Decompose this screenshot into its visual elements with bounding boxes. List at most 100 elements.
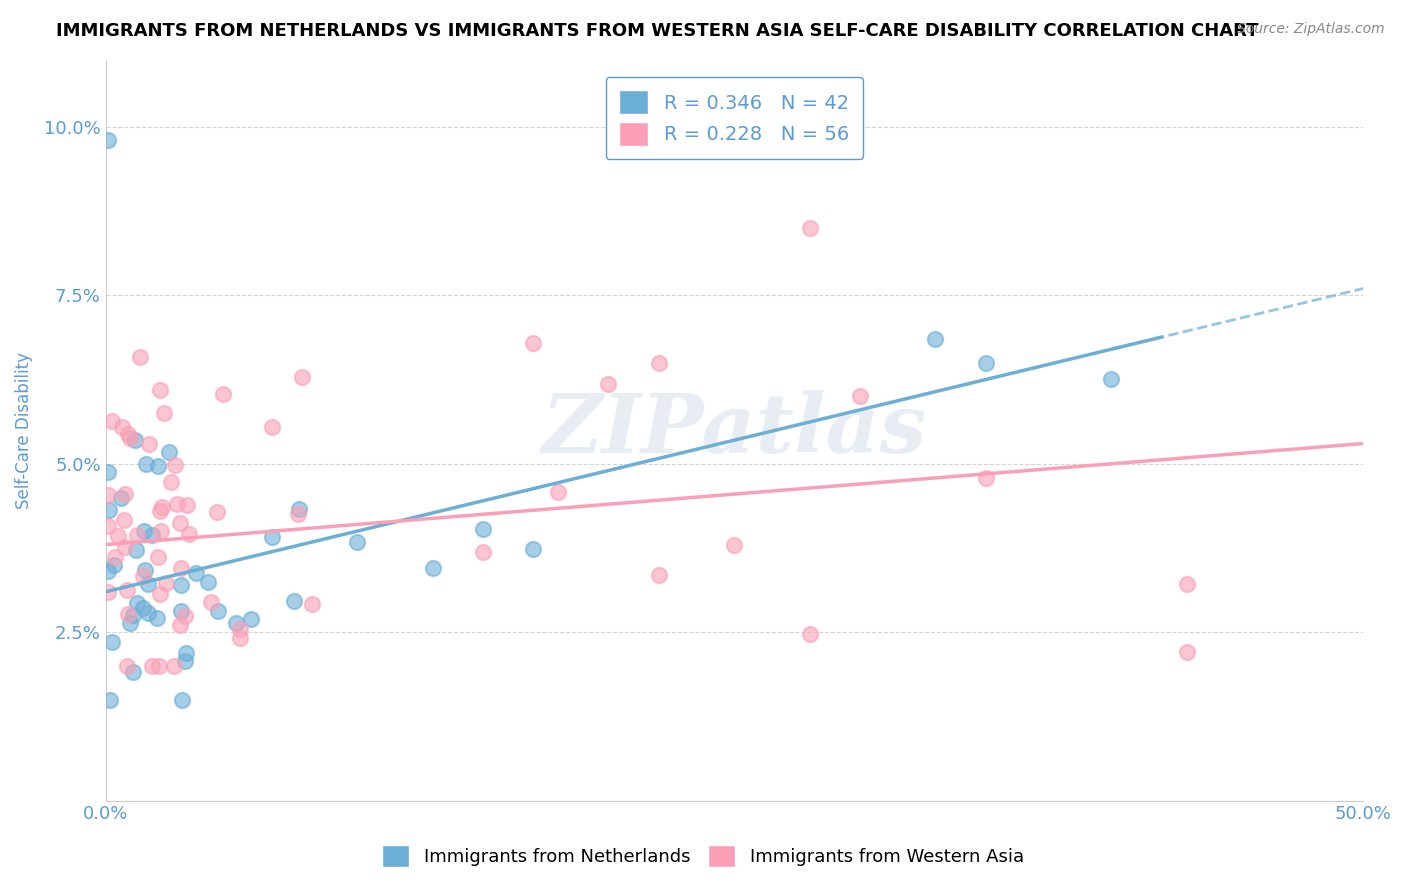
Point xyxy=(228,632,250,646)
Point xyxy=(129,350,152,364)
Point xyxy=(114,487,136,501)
Point xyxy=(132,524,155,538)
Point xyxy=(169,618,191,632)
Point xyxy=(125,543,148,558)
Point xyxy=(117,427,139,442)
Point xyxy=(287,507,309,521)
Point xyxy=(125,595,148,609)
Point xyxy=(471,545,494,559)
Point xyxy=(127,528,149,542)
Text: IMMIGRANTS FROM NETHERLANDS VS IMMIGRANTS FROM WESTERN ASIA SELF-CARE DISABILITY: IMMIGRANTS FROM NETHERLANDS VS IMMIGRANT… xyxy=(56,22,1258,40)
Point xyxy=(207,604,229,618)
Point xyxy=(149,383,172,397)
Point xyxy=(98,692,121,706)
Point xyxy=(110,419,132,434)
Point xyxy=(115,659,138,673)
Point xyxy=(157,445,180,459)
Point xyxy=(150,500,173,515)
Point xyxy=(148,659,170,673)
Point xyxy=(112,513,135,527)
Point xyxy=(107,529,129,543)
Point xyxy=(176,646,198,660)
Point xyxy=(1099,372,1122,386)
Point xyxy=(117,582,139,597)
Point xyxy=(97,519,120,533)
Point xyxy=(522,541,544,556)
Point xyxy=(117,607,139,621)
Point xyxy=(288,502,311,516)
Point xyxy=(148,550,170,565)
Point xyxy=(118,431,141,445)
Point xyxy=(121,607,143,622)
Point xyxy=(648,356,671,370)
Point xyxy=(598,376,620,391)
Point xyxy=(97,564,120,578)
Point xyxy=(184,566,207,580)
Point xyxy=(159,475,181,489)
Point xyxy=(149,587,172,601)
Point xyxy=(132,600,155,615)
Point xyxy=(136,577,159,591)
Point xyxy=(153,407,176,421)
Point xyxy=(149,504,172,518)
Point xyxy=(170,692,193,706)
Y-axis label: Self-Care Disability: Self-Care Disability xyxy=(15,351,32,508)
Text: Source: ZipAtlas.com: Source: ZipAtlas.com xyxy=(1237,22,1385,37)
Point xyxy=(146,611,169,625)
Point xyxy=(346,535,368,549)
Point xyxy=(1175,645,1198,659)
Point xyxy=(122,665,145,680)
Point xyxy=(163,458,186,472)
Point xyxy=(212,387,235,401)
Point xyxy=(240,612,263,626)
Point xyxy=(169,516,191,530)
Point xyxy=(97,133,120,147)
Point xyxy=(118,616,141,631)
Point xyxy=(924,333,946,347)
Point xyxy=(132,568,155,582)
Point xyxy=(135,457,157,471)
Point xyxy=(723,538,745,552)
Point xyxy=(141,528,163,542)
Point xyxy=(176,498,198,512)
Point xyxy=(141,659,163,673)
Point xyxy=(974,471,997,485)
Point xyxy=(134,563,156,577)
Point xyxy=(97,488,120,502)
Point xyxy=(104,549,127,564)
Point xyxy=(169,604,191,618)
Point xyxy=(174,609,197,624)
Point xyxy=(101,414,124,428)
Point xyxy=(162,659,184,673)
Point xyxy=(197,575,219,590)
Point xyxy=(200,595,222,609)
Point xyxy=(97,584,120,599)
Point xyxy=(170,578,193,592)
Point xyxy=(229,622,252,636)
Point xyxy=(103,558,125,572)
Point xyxy=(98,503,121,517)
Point xyxy=(136,606,159,620)
Point xyxy=(471,523,494,537)
Point xyxy=(799,627,821,641)
Point xyxy=(262,420,284,434)
Point xyxy=(849,389,872,403)
Point xyxy=(205,504,228,518)
Point xyxy=(170,561,193,575)
Point xyxy=(422,561,444,575)
Point xyxy=(648,568,671,582)
Point xyxy=(283,594,305,608)
Point xyxy=(110,491,132,505)
Point xyxy=(974,356,997,370)
Point xyxy=(166,497,188,511)
Text: ZIPatlas: ZIPatlas xyxy=(541,390,927,470)
Point xyxy=(179,527,201,541)
Point xyxy=(114,540,136,554)
Point xyxy=(547,485,569,500)
Point xyxy=(225,615,247,630)
Point xyxy=(301,597,323,611)
Point xyxy=(138,437,160,451)
Point xyxy=(291,369,314,384)
Point xyxy=(262,530,284,544)
Point xyxy=(101,635,124,649)
